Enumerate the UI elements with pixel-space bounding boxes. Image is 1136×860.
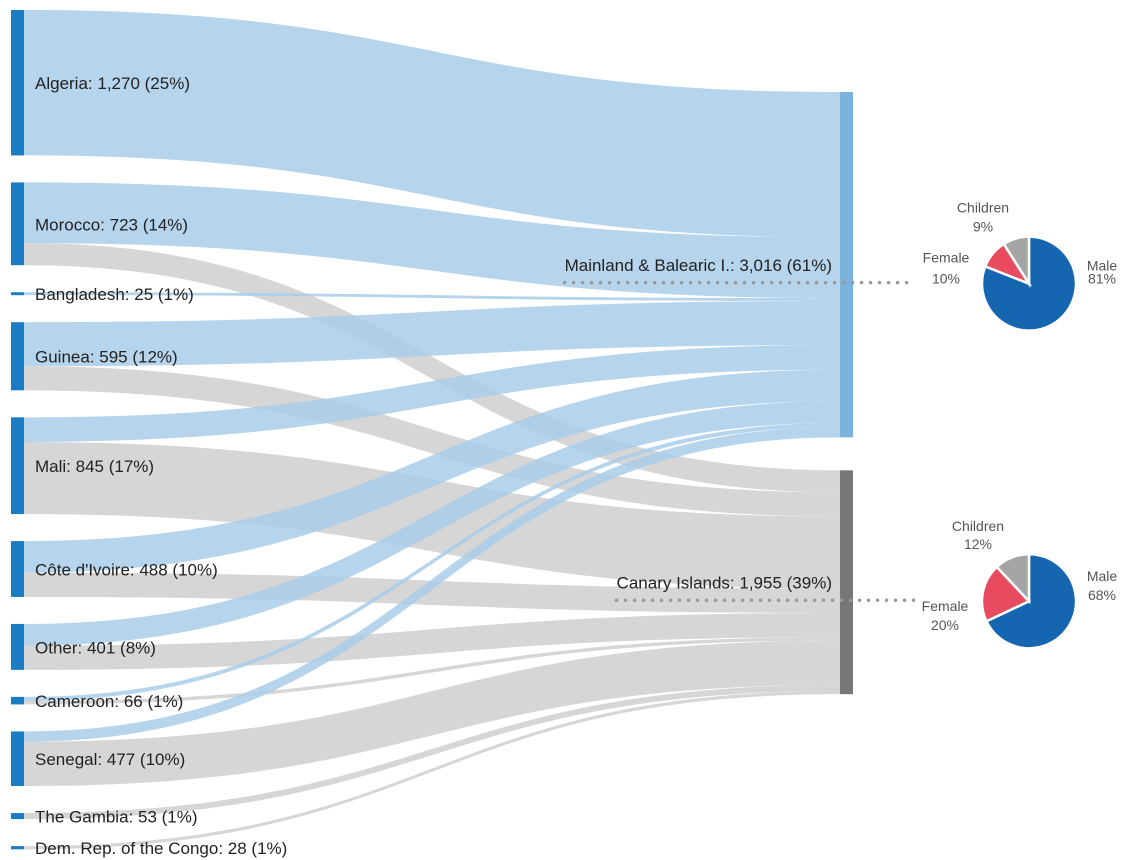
pie-category: Children <box>957 199 1009 215</box>
pie-value: 20% <box>931 617 959 633</box>
target-label: Canary Islands: 1,955 (39%) <box>617 574 832 593</box>
source-label: Other: 401 (8%) <box>35 638 156 657</box>
pie-category: Female <box>923 249 970 265</box>
source-label: Morocco: 723 (14%) <box>35 215 188 234</box>
pie-value: 81% <box>1088 270 1116 286</box>
source-label: Guinea: 595 (12%) <box>35 348 178 367</box>
source-label: Côte d'Ivoire: 488 (10%) <box>35 561 218 580</box>
pie-category: Children <box>952 518 1004 534</box>
flow-link <box>24 345 840 442</box>
source-label: Algeria: 1,270 (25%) <box>35 74 190 93</box>
pie-slice <box>984 553 1078 650</box>
source-node <box>11 182 24 266</box>
pie-category: Male <box>1087 568 1118 584</box>
flow-link <box>24 572 840 613</box>
flow-link <box>24 292 840 301</box>
source-node <box>11 813 24 820</box>
source-node <box>11 292 24 296</box>
flow-link <box>24 427 840 742</box>
pie-value: 68% <box>1088 587 1116 603</box>
pie-slice <box>980 565 1032 623</box>
source-label: Bangladesh: 25 (1%) <box>35 285 194 304</box>
pie-slice <box>1002 235 1031 288</box>
flow-link <box>24 366 840 517</box>
links <box>24 10 840 850</box>
pie-value: 10% <box>932 270 960 286</box>
flow-link <box>24 401 840 646</box>
flow-link <box>24 10 840 238</box>
source-node <box>11 731 24 787</box>
flow-link <box>24 684 840 820</box>
pie-category: Female <box>922 598 969 614</box>
pie-value: 12% <box>964 536 992 552</box>
target-label: Mainland & Balearic I.: 3,016 (61%) <box>565 256 832 275</box>
source-label: The Gambia: 53 (1%) <box>35 808 198 827</box>
flow-link <box>24 612 840 670</box>
flow-link <box>24 300 840 367</box>
source-node <box>11 846 24 850</box>
target-node <box>840 470 853 695</box>
pie-category: Male <box>1087 257 1118 273</box>
pie-slice <box>995 553 1031 605</box>
flow-link <box>24 422 840 701</box>
source-label: Senegal: 477 (10%) <box>35 750 185 769</box>
source-node <box>11 623 24 670</box>
flow-link <box>24 243 840 493</box>
source-label: Mali: 845 (17%) <box>35 457 154 476</box>
labels: Algeria: 1,270 (25%) Morocco: 723 (14%) Ba… <box>35 74 917 858</box>
flow-link <box>24 690 840 850</box>
target-node <box>840 92 853 438</box>
flow-link <box>24 369 840 573</box>
source-node <box>11 696 24 705</box>
flow-link <box>24 640 840 787</box>
source-node <box>11 10 24 156</box>
flow-link <box>24 637 840 705</box>
source-label: Cameroon: 66 (1%) <box>35 692 183 711</box>
flow-link <box>24 182 840 299</box>
nodes <box>11 10 853 850</box>
source-node <box>11 541 24 597</box>
pie-value: 9% <box>973 218 993 234</box>
source-node <box>11 322 24 391</box>
source-node <box>11 417 24 515</box>
source-label: Dem. Rep. of the Congo: 28 (1%) <box>35 839 287 858</box>
